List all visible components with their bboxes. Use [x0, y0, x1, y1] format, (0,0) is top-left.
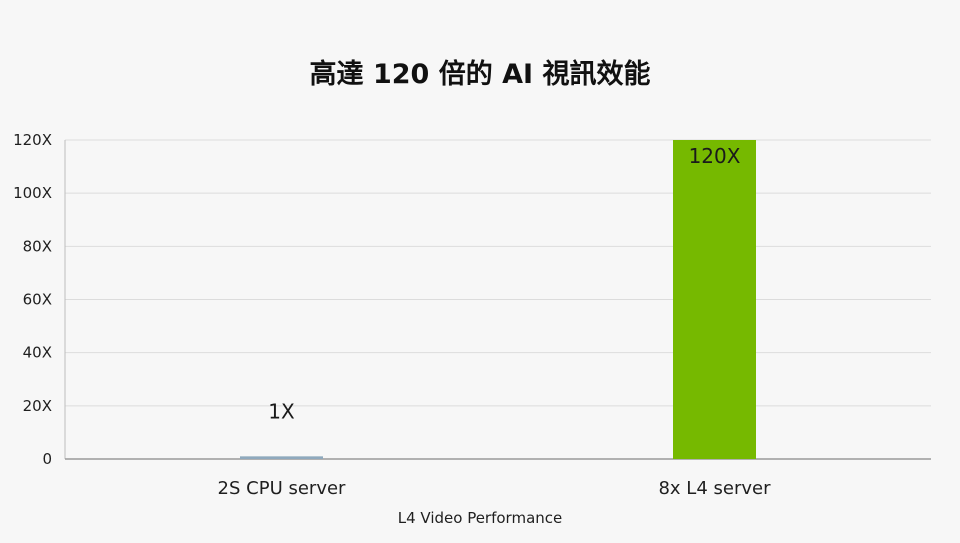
y-tick-label: 40X	[23, 344, 52, 362]
x-axis-title: L4 Video Performance	[397, 509, 563, 527]
y-tick-label: 20X	[23, 397, 52, 415]
bars	[240, 140, 756, 459]
labels: 0 20X 40X 60X 80X 100X 120X 2S CPU server 1X 8x L…	[13, 131, 771, 499]
bar	[673, 140, 756, 459]
axes	[64, 140, 931, 460]
x-category-label: 2S CPU server	[218, 478, 346, 499]
chart-title: 高達 120 倍的 AI 視訊效能	[309, 59, 651, 90]
y-tick-label: 100X	[13, 184, 52, 202]
data-label: 120X	[689, 144, 741, 168]
bar	[240, 456, 323, 459]
y-tick-label: 80X	[23, 237, 52, 255]
y-tick-label: 120X	[13, 131, 52, 149]
gridlines	[65, 139, 931, 407]
y-tick-label: 0	[42, 450, 52, 468]
y-tick-label: 60X	[23, 291, 52, 309]
data-label: 1X	[268, 399, 295, 423]
x-category-label: 8x L4 server	[658, 478, 771, 499]
